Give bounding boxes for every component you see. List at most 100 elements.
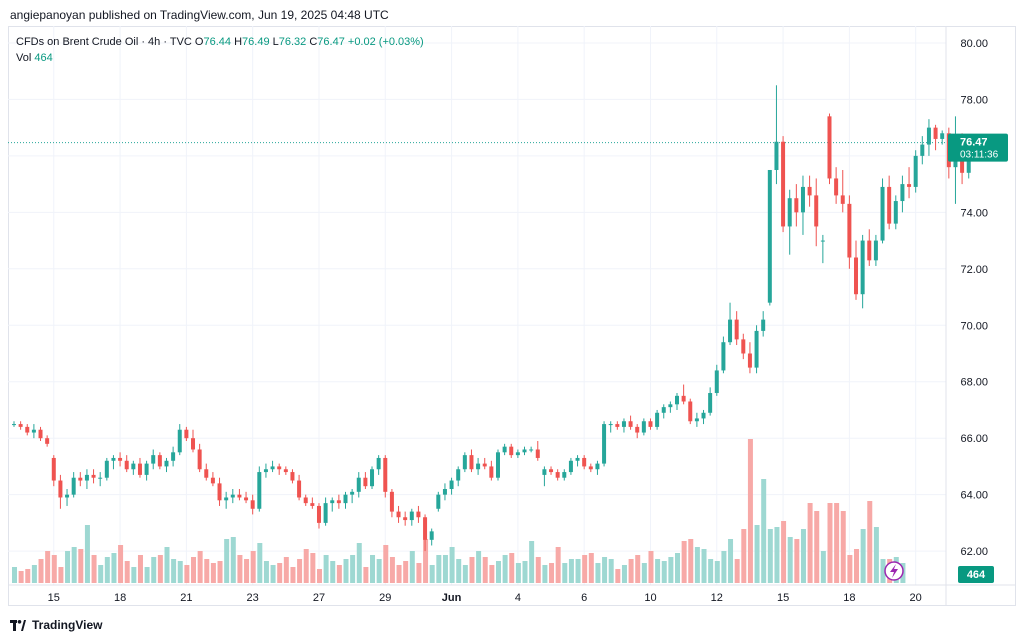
volume-bar xyxy=(217,561,223,583)
volume-bar xyxy=(124,561,130,583)
candle-body xyxy=(940,133,945,139)
volume-bar xyxy=(542,565,548,583)
candle-body xyxy=(297,480,302,498)
volume-bar xyxy=(157,555,163,583)
candle-body xyxy=(708,393,713,413)
candle-body xyxy=(900,184,905,202)
volume-bar xyxy=(310,553,316,583)
volume-bar xyxy=(568,559,574,583)
candle-body xyxy=(675,395,679,405)
volume-bar xyxy=(747,439,753,583)
candle-body xyxy=(290,472,295,481)
legend-l-label: L xyxy=(272,36,279,48)
legend-vol-value: 464 xyxy=(34,52,53,64)
volume-bar xyxy=(807,503,813,583)
candle-body xyxy=(522,449,527,453)
candle-body xyxy=(197,449,202,470)
candle-body xyxy=(502,446,507,453)
candle-body xyxy=(495,452,500,478)
candle-body xyxy=(694,418,699,422)
volume-bar xyxy=(774,527,780,583)
volume-bar xyxy=(297,559,303,583)
candle-body xyxy=(867,240,872,261)
candle-body xyxy=(164,460,169,467)
volume-bar xyxy=(323,555,329,583)
candle-body xyxy=(336,500,341,504)
candle-body xyxy=(873,240,878,261)
x-axis-tick-label: 15 xyxy=(777,592,789,604)
volume-bar xyxy=(661,561,667,583)
volume-bar xyxy=(25,569,31,583)
candle-body xyxy=(880,186,885,241)
candle-body xyxy=(184,429,189,439)
volume-bar xyxy=(761,479,767,583)
candle-body xyxy=(118,457,123,461)
candle-body xyxy=(270,466,275,470)
volume-bar xyxy=(336,565,342,583)
candle-body xyxy=(509,446,514,456)
volume-bar xyxy=(562,563,568,583)
volume-bar xyxy=(840,511,846,583)
candle-body xyxy=(323,503,328,523)
y-axis-tick-label: 78.00 xyxy=(960,94,988,106)
volume-bar xyxy=(370,555,376,583)
volume-bar xyxy=(38,559,44,583)
legend-close: 76.47 xyxy=(317,36,345,48)
candle-body xyxy=(25,426,30,433)
volume-bar xyxy=(356,543,362,583)
legend-open: 76.44 xyxy=(203,36,232,48)
volume-bar xyxy=(316,569,322,583)
volume-bar xyxy=(502,555,508,583)
y-axis-tick-label: 72.00 xyxy=(960,264,988,276)
volume-bar xyxy=(602,557,608,583)
volume-bar xyxy=(834,503,840,583)
y-axis-tick-label: 66.00 xyxy=(960,433,988,445)
candle-body xyxy=(171,452,176,461)
chart-legend: CFDs on Brent Crude Oil · 4h · TVC O76.4… xyxy=(16,34,424,66)
chart-frame[interactable] xyxy=(8,26,1016,606)
legend-vol-label: Vol xyxy=(16,52,32,64)
legend-volume-row: Vol 464 xyxy=(16,50,424,66)
candle-body xyxy=(237,494,242,498)
volume-bar xyxy=(118,545,124,583)
x-axis-tick-label: 12 xyxy=(711,592,723,604)
volume-bar xyxy=(12,567,17,583)
volume-bar xyxy=(800,529,806,583)
volume-badge xyxy=(958,566,994,583)
candle-body xyxy=(489,466,494,478)
footer-branding: TradingView xyxy=(10,618,102,632)
volume-bar xyxy=(164,547,170,583)
volume-bar xyxy=(104,557,110,583)
candle-body xyxy=(568,460,573,473)
x-axis-tick-label: 4 xyxy=(515,592,521,604)
volume-bar xyxy=(641,563,647,583)
y-axis-tick-label: 62.00 xyxy=(960,546,988,558)
candle-body xyxy=(84,474,89,481)
candle-body xyxy=(131,463,136,470)
volume-bar xyxy=(383,545,389,583)
x-axis-tick-label: 15 xyxy=(48,592,60,604)
volume-bar xyxy=(549,563,555,583)
x-axis-tick-label: 23 xyxy=(247,592,259,604)
volume-bar xyxy=(495,561,501,583)
y-axis-tick-label: 68.00 xyxy=(960,377,988,389)
candle-body xyxy=(303,497,308,504)
volume-bar xyxy=(628,559,634,583)
volume-bar xyxy=(555,547,561,583)
volume-bar xyxy=(197,551,203,583)
volume-bar xyxy=(65,551,71,583)
legend-o-label: O xyxy=(194,36,204,48)
candle-body xyxy=(754,330,759,368)
volume-bar xyxy=(244,559,250,583)
volume-bar xyxy=(416,563,422,583)
volume-bar xyxy=(303,549,309,583)
candle-body xyxy=(602,424,607,464)
volume-bar xyxy=(721,551,727,583)
candle-body xyxy=(668,404,673,408)
volume-bar xyxy=(403,561,409,583)
volume-bar xyxy=(283,557,289,583)
x-axis-tick-label: 6 xyxy=(581,592,587,604)
candle-body xyxy=(409,511,414,521)
candle-body xyxy=(38,429,43,439)
